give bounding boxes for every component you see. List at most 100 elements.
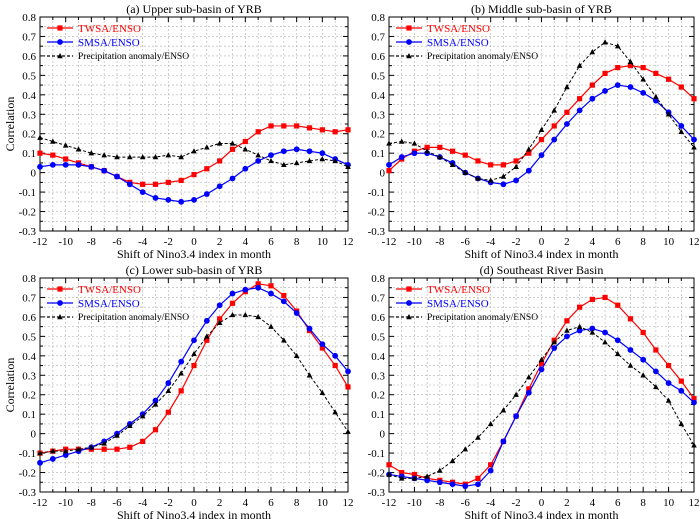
- data-point-smsa: [551, 136, 558, 143]
- data-point-twsa: [319, 127, 325, 133]
- data-point-precip: [665, 397, 672, 403]
- data-point-twsa: [665, 362, 672, 369]
- x-tick-label: 6: [268, 236, 274, 248]
- data-point-twsa: [589, 296, 595, 302]
- x-tick-label: -12: [33, 236, 48, 248]
- data-point-twsa: [564, 109, 570, 115]
- data-point-precip: [525, 146, 532, 152]
- legend-marker-precip: [57, 314, 63, 320]
- data-point-smsa: [203, 191, 210, 197]
- x-tick-label: 0: [539, 236, 545, 248]
- data-point-precip: [62, 448, 69, 454]
- data-point-twsa: [281, 292, 287, 299]
- data-point-precip: [152, 154, 159, 160]
- data-point-precip: [640, 372, 646, 378]
- y-tick-label: 0.4: [371, 90, 385, 102]
- data-point-smsa: [576, 327, 583, 334]
- data-point-precip: [37, 134, 43, 140]
- x-tick-label: 12: [343, 236, 354, 248]
- data-point-smsa: [229, 175, 236, 182]
- data-point-smsa: [62, 452, 69, 458]
- data-point-smsa: [589, 325, 596, 332]
- x-tick-label: 12: [343, 497, 354, 509]
- data-point-precip: [411, 140, 418, 146]
- data-point-precip: [255, 313, 261, 320]
- data-point-precip: [101, 152, 107, 158]
- y-tick-label: 0: [380, 429, 386, 441]
- data-point-precip: [114, 432, 120, 438]
- x-tick-label: -8: [87, 236, 97, 248]
- x-tick-label: -2: [511, 497, 520, 509]
- data-point-precip: [165, 152, 172, 158]
- data-point-precip: [178, 154, 184, 160]
- y-tick-label: 0.4: [371, 351, 385, 363]
- y-tick-label: 0.7: [22, 292, 36, 304]
- y-tick-label: 0.4: [22, 351, 36, 363]
- data-point-twsa: [114, 446, 120, 452]
- y-tick-label: 0.6: [22, 312, 36, 324]
- data-point-smsa: [652, 368, 659, 375]
- data-point-smsa: [268, 290, 274, 297]
- x-tick-label: 8: [640, 497, 646, 509]
- data-point-precip: [101, 440, 107, 446]
- data-point-precip: [242, 311, 249, 318]
- data-point-twsa: [306, 125, 313, 131]
- legend-label-twsa: TWSA/ENSO: [78, 23, 141, 35]
- y-tick-label: 0.2: [22, 129, 36, 141]
- data-point-smsa: [280, 298, 287, 305]
- data-point-precip: [191, 148, 197, 154]
- y-tick-label: -0.3: [19, 226, 37, 238]
- data-point-precip: [614, 43, 621, 49]
- data-point-smsa: [564, 121, 570, 127]
- legend-label-smsa: SMSA/ENSO: [78, 298, 140, 310]
- data-point-smsa: [152, 397, 159, 404]
- data-point-smsa: [424, 477, 431, 484]
- legend-marker-precip: [406, 314, 412, 320]
- data-point-smsa: [665, 380, 672, 386]
- data-point-twsa: [653, 347, 659, 353]
- data-point-smsa: [203, 317, 210, 324]
- y-tick-label: -0.1: [368, 187, 385, 199]
- y-tick-label: 0.6: [22, 51, 36, 63]
- data-point-twsa: [551, 123, 557, 129]
- legend: TWSA/ENSO SMSA/ENSO Precipitation anomaly/…: [47, 23, 189, 62]
- chart-panel-1: -12 -10 -8 -6 -4 -2 0 2 4 6 8 10 12 -0.3 -0.2 -0.1 0 0.1 0…: [3, 2, 354, 261]
- y-tick-label: 0.5: [371, 331, 385, 343]
- data-point-precip: [386, 140, 392, 146]
- data-point-smsa: [191, 196, 197, 203]
- data-point-twsa: [449, 148, 456, 154]
- data-point-twsa: [577, 96, 583, 102]
- y-tick-label: 0.2: [371, 390, 385, 402]
- x-tick-label: -8: [435, 497, 445, 509]
- y-tick-label: 0.2: [371, 129, 385, 141]
- y-tick-label: 0.7: [371, 292, 385, 304]
- y-tick-label: 0.1: [22, 148, 36, 160]
- data-point-twsa: [424, 144, 430, 150]
- data-point-precip: [127, 154, 133, 160]
- legend-label-precip: Precipitation anomaly/ENSO: [427, 52, 538, 62]
- data-point-precip: [152, 401, 159, 407]
- data-point-twsa: [640, 64, 646, 71]
- x-tick-label: -6: [112, 497, 122, 509]
- x-tick-label: 8: [294, 236, 300, 248]
- data-point-smsa: [306, 148, 313, 155]
- data-point-smsa: [602, 88, 608, 94]
- data-point-smsa: [449, 481, 456, 488]
- data-point-smsa: [229, 290, 236, 297]
- data-point-precip: [424, 473, 430, 479]
- data-point-precip: [551, 339, 558, 345]
- y-tick-label: -0.2: [368, 207, 385, 219]
- data-point-smsa: [268, 152, 274, 159]
- data-point-smsa: [62, 161, 69, 168]
- data-point-smsa: [538, 152, 545, 159]
- y-tick-label: 0.8: [371, 273, 385, 285]
- data-point-smsa: [242, 165, 249, 172]
- data-point-smsa: [139, 189, 146, 195]
- data-point-smsa: [652, 97, 659, 104]
- legend: TWSA/ENSO SMSA/ENSO Precipitation anomaly/…: [396, 284, 538, 323]
- data-point-smsa: [525, 389, 532, 396]
- data-point-precip: [139, 154, 146, 160]
- data-point-precip: [500, 173, 507, 179]
- x-tick-label: -4: [486, 236, 496, 248]
